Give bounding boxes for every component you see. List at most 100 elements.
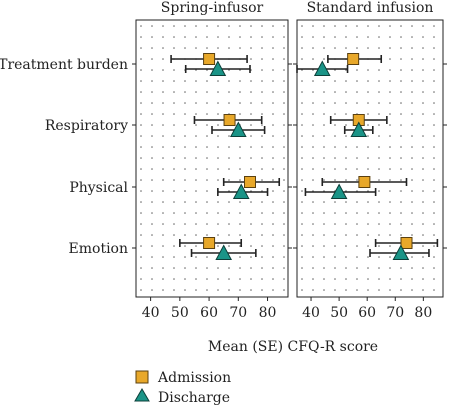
grid-dot	[301, 179, 303, 181]
grid-dot	[217, 179, 219, 181]
grid-dot	[400, 190, 402, 192]
grid-dot	[422, 245, 424, 247]
grid-dot	[411, 256, 413, 258]
grid-dot	[389, 168, 391, 170]
grid-dot	[422, 69, 424, 71]
grid-dot	[389, 267, 391, 269]
grid-dot	[283, 80, 285, 82]
grid-dot	[356, 91, 358, 93]
x-tick-label: 40	[142, 305, 160, 321]
grid-dot	[272, 25, 274, 27]
grid-dot	[433, 234, 435, 236]
grid-dot	[356, 168, 358, 170]
grid-dot	[411, 58, 413, 60]
grid-dot	[378, 91, 380, 93]
grid-dot	[433, 168, 435, 170]
grid-dot	[195, 91, 197, 93]
grid-dot	[217, 36, 219, 38]
grid-dot	[367, 256, 369, 258]
grid-dot	[367, 201, 369, 203]
grid-dot	[272, 47, 274, 49]
grid-dot	[301, 190, 303, 192]
grid-dot	[217, 168, 219, 170]
grid-dot	[389, 179, 391, 181]
grid-dot	[140, 135, 142, 137]
grid-dot	[334, 91, 336, 93]
grid-dot	[272, 80, 274, 82]
grid-dot	[411, 113, 413, 115]
grid-dot	[301, 80, 303, 82]
panel-1-frame	[135, 19, 289, 298]
grid-dot	[206, 113, 208, 115]
grid-dot	[411, 289, 413, 291]
grid-dot	[283, 58, 285, 60]
grid-dot	[378, 102, 380, 104]
grid-dot	[261, 135, 263, 137]
grid-dot	[217, 113, 219, 115]
grid-dot	[367, 223, 369, 225]
grid-dot	[312, 58, 314, 60]
grid-dot	[356, 223, 358, 225]
grid-dot	[356, 245, 358, 247]
grid-dot	[217, 47, 219, 49]
grid-dot	[378, 69, 380, 71]
grid-dot	[162, 124, 164, 126]
grid-dot	[250, 157, 252, 159]
grid-dot	[151, 36, 153, 38]
grid-dot	[411, 190, 413, 192]
grid-dot	[345, 146, 347, 148]
grid-dot	[151, 47, 153, 49]
grid-dot	[411, 91, 413, 93]
grid-dot	[162, 278, 164, 280]
grid-dot	[422, 25, 424, 27]
grid-dot	[283, 190, 285, 192]
grid-dot	[173, 190, 175, 192]
grid-dot	[389, 102, 391, 104]
grid-dot	[195, 135, 197, 137]
grid-dot	[334, 102, 336, 104]
grid-dot	[217, 146, 219, 148]
grid-dot	[411, 201, 413, 203]
grid-dot	[312, 47, 314, 49]
admission-point	[358, 176, 371, 188]
grid-dot	[356, 267, 358, 269]
grid-dot	[261, 256, 263, 258]
grid-dot	[367, 245, 369, 247]
grid-dot	[195, 267, 197, 269]
grid-dot	[411, 36, 413, 38]
y-tick-label: Emotion	[69, 241, 128, 257]
grid-dot	[228, 179, 230, 181]
panel-2-grid	[301, 25, 435, 291]
grid-dot	[140, 212, 142, 214]
grid-dot	[173, 80, 175, 82]
grid-dot	[184, 267, 186, 269]
grid-dot	[217, 124, 219, 126]
grid-dot	[433, 190, 435, 192]
grid-dot	[195, 223, 197, 225]
grid-dot	[250, 102, 252, 104]
grid-dot	[261, 69, 263, 71]
grid-dot	[334, 179, 336, 181]
discharge-point	[350, 121, 368, 137]
grid-dot	[433, 69, 435, 71]
grid-dot	[184, 47, 186, 49]
grid-dot	[239, 25, 241, 27]
grid-dot	[433, 267, 435, 269]
grid-dot	[400, 80, 402, 82]
grid-dot	[433, 102, 435, 104]
grid-dot	[378, 179, 380, 181]
grid-dot	[217, 278, 219, 280]
grid-dot	[301, 256, 303, 258]
grid-dot	[400, 135, 402, 137]
grid-dot	[323, 234, 325, 236]
grid-dot	[301, 212, 303, 214]
grid-dot	[433, 25, 435, 27]
grid-dot	[228, 146, 230, 148]
grid-dot	[334, 212, 336, 214]
y-tick-label: Treatment burden	[0, 57, 128, 73]
grid-dot	[378, 289, 380, 291]
grid-dot	[206, 146, 208, 148]
grid-dot	[301, 234, 303, 236]
grid-dot	[283, 168, 285, 170]
grid-dot	[378, 245, 380, 247]
